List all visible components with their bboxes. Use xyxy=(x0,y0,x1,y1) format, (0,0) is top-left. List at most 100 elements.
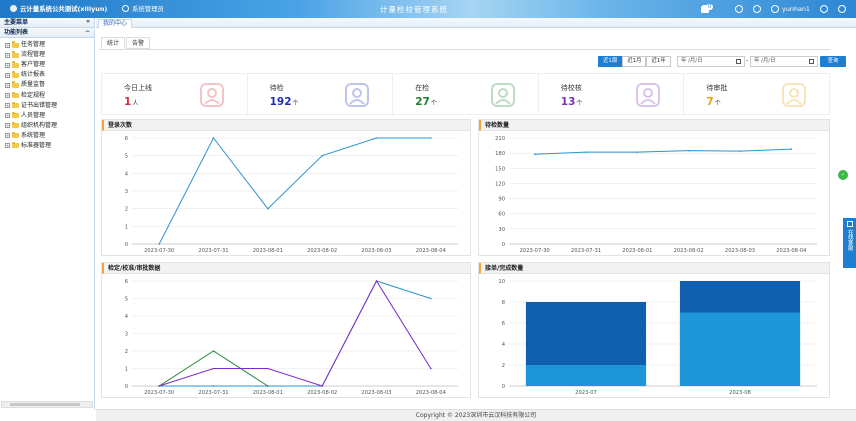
function-list-header: 功能列表 − xyxy=(0,28,94,38)
data-point xyxy=(533,153,536,155)
expand-icon[interactable]: + xyxy=(5,93,10,99)
sidebar-item-label: 系统管理 xyxy=(21,131,46,139)
range-buttons: 近1周 近1月 近1年 xyxy=(598,56,671,67)
data-point xyxy=(158,385,160,387)
x-tick-label: 2023-08-03 xyxy=(361,248,391,254)
series-line xyxy=(158,137,431,245)
panel-title: 接单/完成数量 xyxy=(479,263,829,274)
sidebar-item[interactable]: + 证书出错管理 xyxy=(5,101,94,111)
data-point xyxy=(790,148,793,150)
stat-card[interactable]: 在检 27个 xyxy=(393,74,539,114)
stat-card[interactable]: 待检 192个 xyxy=(248,74,394,114)
stat-value: 192个 xyxy=(269,96,299,108)
lock-icon[interactable] xyxy=(820,5,828,13)
data-point xyxy=(321,385,323,387)
main-menu-header: 主要菜单 « xyxy=(0,18,94,28)
calendar-icon[interactable] xyxy=(809,59,814,64)
avatar-icon xyxy=(771,5,780,13)
x-tick-label: 2023-08 xyxy=(729,390,751,396)
sidebar-item-label: 统计报表 xyxy=(21,71,46,79)
system-manager-link[interactable]: 系统管理员 xyxy=(122,4,164,13)
stat-card[interactable]: 今日上线 1人 xyxy=(102,74,248,114)
top-bar: 云计量系统公共测试(xiliyun) 系统管理员 计量检校管理系统 0 yunh… xyxy=(0,0,856,18)
collapse-sidebar-icon[interactable]: « xyxy=(86,18,90,25)
data-point xyxy=(585,151,587,153)
sidebar-scrollbar[interactable] xyxy=(1,401,93,408)
x-tick-label: 2023-08-01 xyxy=(253,390,283,396)
collapse-list-icon[interactable]: − xyxy=(84,28,90,35)
x-tick-label: 2023-08-04 xyxy=(416,248,447,254)
sidebar-item-label: 客户管理 xyxy=(21,61,46,69)
expand-icon[interactable]: + xyxy=(5,62,10,68)
tab-statistics[interactable]: 统计 xyxy=(101,37,126,49)
expand-icon[interactable]: + xyxy=(5,123,10,129)
stat-card[interactable]: 待校核 13个 xyxy=(539,74,685,114)
scrollbar-thumb[interactable] xyxy=(10,403,80,406)
data-point xyxy=(267,367,269,370)
data-point xyxy=(321,154,323,157)
y-tick-label: 3 xyxy=(125,332,128,338)
user-menu[interactable]: yunhan1 xyxy=(771,5,810,13)
folder-icon xyxy=(12,51,19,58)
sidebar-item[interactable]: + 流程管理 xyxy=(5,50,94,60)
y-tick-label: 0 xyxy=(125,384,128,390)
expand-icon[interactable]: + xyxy=(5,133,10,139)
sidebar-item[interactable]: + 人员管理 xyxy=(5,111,94,121)
sidebar-item[interactable]: + 客户管理 xyxy=(5,60,94,70)
data-point xyxy=(212,350,215,352)
tabs-divider xyxy=(99,49,830,50)
end-date-input[interactable]: 年 /月/日 xyxy=(750,56,818,67)
chat-icon[interactable]: ✓ xyxy=(838,170,848,180)
message-icon[interactable] xyxy=(753,5,762,13)
sidebar-item[interactable]: + 标准器管理 xyxy=(5,141,94,151)
y-tick-label: 2 xyxy=(125,349,128,355)
range-button[interactable]: 近1周 xyxy=(598,56,623,67)
calendar-icon[interactable] xyxy=(736,59,741,64)
stats-row: 今日上线 1人 待检 192个 在检 27个 待校核 13个 待审批 7个 xyxy=(101,73,830,115)
y-tick-label: 1 xyxy=(125,367,128,373)
sidebar-item[interactable]: + 检定规程 xyxy=(5,90,94,100)
online-service-button[interactable]: 在线客服 xyxy=(843,218,856,268)
sidebar-item[interactable]: + 质量监督 xyxy=(5,80,94,90)
sidebar-item[interactable]: + 系统管理 xyxy=(5,131,94,141)
stat-unit: 个 xyxy=(714,100,721,107)
series-line xyxy=(159,280,431,387)
x-tick-label: 2023-08-04 xyxy=(776,248,807,254)
sidebar-item[interactable]: + 任务管理 xyxy=(5,40,94,50)
expand-icon[interactable]: + xyxy=(5,72,10,78)
bell-icon[interactable]: 0 xyxy=(701,4,714,13)
y-tick-label: 0 xyxy=(502,242,505,248)
cloud-icon xyxy=(10,5,17,12)
x-tick-label: 2023-08-02 xyxy=(307,390,337,396)
stat-card[interactable]: 待审批 7个 xyxy=(684,74,829,114)
home-icon[interactable] xyxy=(735,5,744,13)
power-icon[interactable] xyxy=(838,5,846,13)
stat-value: 13个 xyxy=(560,96,583,108)
expand-icon[interactable]: + xyxy=(5,52,10,58)
data-point xyxy=(212,367,215,370)
query-button[interactable]: 查询 xyxy=(820,56,846,67)
sidebar-item[interactable]: + 统计报表 xyxy=(5,70,94,80)
sidebar-item[interactable]: + 组织机构管理 xyxy=(5,121,94,131)
range-button[interactable]: 近1月 xyxy=(622,56,647,67)
users-icon xyxy=(199,83,224,107)
series-line xyxy=(159,279,432,387)
expand-icon[interactable]: + xyxy=(5,42,10,48)
range-button[interactable]: 近1年 xyxy=(646,56,671,67)
tab-alarms[interactable]: 告警 xyxy=(126,37,151,49)
tab-home[interactable]: 我的中心 xyxy=(98,19,133,28)
x-tick-label: 2023-08-01 xyxy=(622,248,652,254)
expand-icon[interactable]: + xyxy=(5,113,10,119)
expand-icon[interactable]: + xyxy=(5,82,10,88)
sidebar-item-label: 组织机构管理 xyxy=(21,121,58,129)
x-tick-label: 2023-08-03 xyxy=(361,390,391,396)
expand-icon[interactable]: + xyxy=(5,143,10,149)
pending-count-panel: 待检数量 0 30 60 90 120 150 180 210 2023-07-30 2023-0… xyxy=(478,119,830,256)
start-date-input[interactable]: 年 /月/日 xyxy=(677,56,745,67)
expand-icon[interactable]: + xyxy=(5,103,10,109)
folder-icon xyxy=(12,91,19,99)
login-count-chart: 0 1 2 3 4 5 6 2023-07-30 2023-07-31 2023-08-01 202… xyxy=(125,136,458,254)
data-point xyxy=(267,385,269,387)
y-tick-label: 2 xyxy=(125,207,128,213)
y-tick-label: 5 xyxy=(125,297,128,303)
